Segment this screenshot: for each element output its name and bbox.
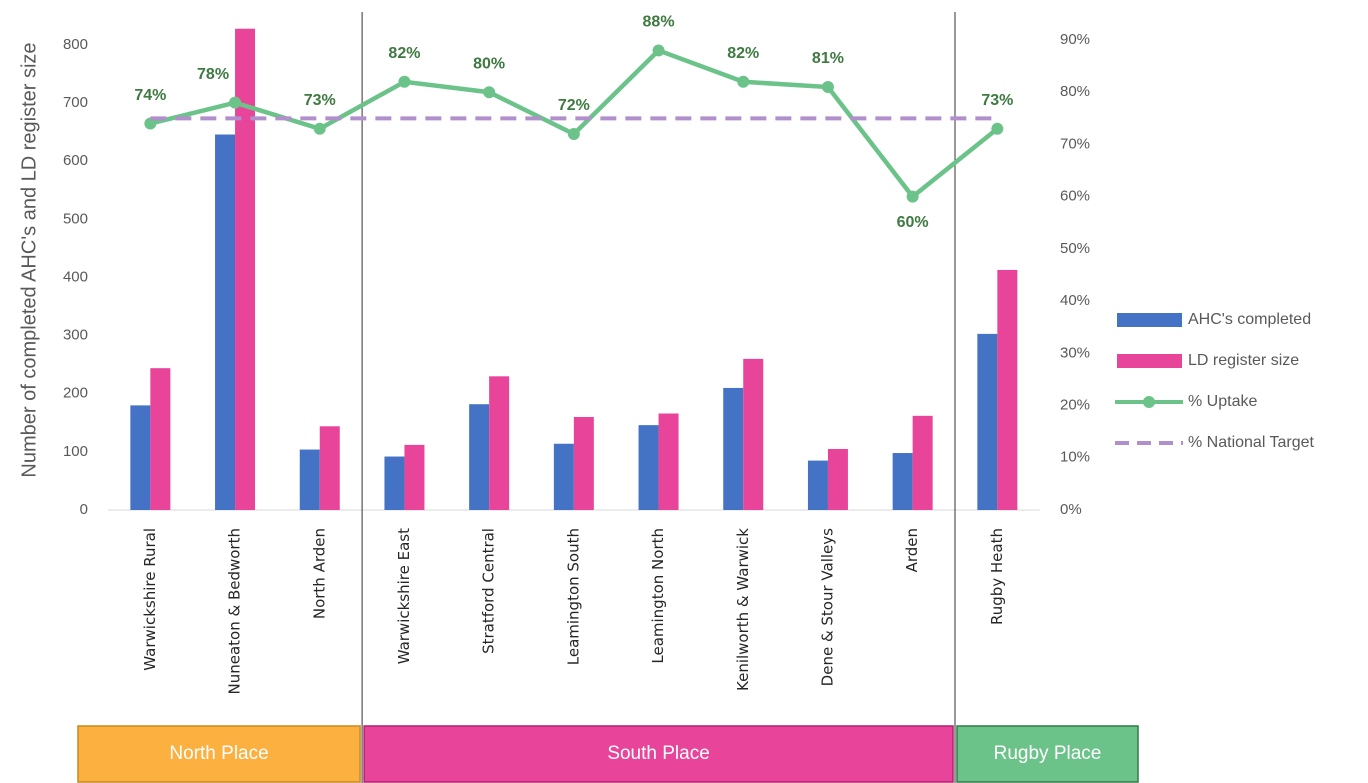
y-tick-label: 700 xyxy=(63,94,88,111)
bar xyxy=(215,134,236,510)
x-tick-label: Nuneaton & Bedworth xyxy=(226,528,244,695)
line-marker xyxy=(991,122,1004,135)
x-tick-label: Leamington North xyxy=(649,528,667,664)
bar xyxy=(977,333,998,510)
x-tick-label: Dene & Stour Valleys xyxy=(818,528,836,686)
data-label: 60% xyxy=(897,214,929,231)
bar xyxy=(130,405,151,510)
x-tick-label: Warwickshire Rural xyxy=(141,528,159,671)
y2-tick-label: 30% xyxy=(1060,344,1090,361)
y-axis-title: Number of completed AHC's and LD registe… xyxy=(18,42,40,477)
bar xyxy=(489,376,510,510)
legend-marker xyxy=(1143,396,1155,408)
bar xyxy=(404,444,425,510)
line-marker xyxy=(737,75,750,88)
y2-tick-label: 50% xyxy=(1060,240,1090,257)
y2-tick-label: 80% xyxy=(1060,83,1090,100)
x-tick-label: Warwickshire East xyxy=(395,528,413,664)
data-label: 82% xyxy=(388,45,420,62)
legend-label: AHC's completed xyxy=(1188,311,1311,328)
bar xyxy=(319,426,340,510)
bar xyxy=(299,449,320,510)
bar xyxy=(384,456,405,510)
bar xyxy=(997,269,1018,510)
data-label: 82% xyxy=(727,45,759,62)
group-label: Rugby Place xyxy=(994,743,1102,764)
bar xyxy=(658,413,679,510)
line-marker xyxy=(821,81,834,93)
line-marker xyxy=(229,96,242,109)
data-label: 73% xyxy=(304,92,336,109)
y-tick-label: 0 xyxy=(80,501,88,518)
y2-tick-label: 10% xyxy=(1060,449,1090,466)
x-tick-label: Rugby Heath xyxy=(988,528,1006,625)
data-label: 73% xyxy=(981,92,1013,109)
legend-swatch xyxy=(1117,354,1182,368)
x-tick-label: Leamington South xyxy=(564,528,582,665)
line-marker xyxy=(483,86,496,99)
group-box xyxy=(363,725,954,783)
bar xyxy=(638,425,659,510)
data-label: 88% xyxy=(643,14,675,31)
bar xyxy=(892,453,913,510)
x-tick-label: Arden xyxy=(903,528,921,572)
y2-tick-label: 90% xyxy=(1060,31,1090,48)
data-label: 78% xyxy=(197,66,229,83)
bar xyxy=(827,448,848,510)
line-marker xyxy=(906,190,919,203)
line-marker xyxy=(144,117,157,130)
bar xyxy=(573,417,594,510)
bar xyxy=(553,443,574,510)
legend-label: LD register size xyxy=(1188,352,1299,369)
line-marker xyxy=(652,44,665,57)
data-label: 72% xyxy=(558,97,590,114)
y-tick-label: 600 xyxy=(63,152,88,169)
y-tick-label: 400 xyxy=(63,268,88,285)
legend-swatch xyxy=(1117,313,1182,327)
line-marker xyxy=(398,75,411,88)
x-tick-label: Kenilworth & Warwick xyxy=(734,528,752,691)
bar xyxy=(807,460,828,510)
y2-tick-label: 0% xyxy=(1060,501,1082,518)
y2-tick-label: 40% xyxy=(1060,292,1090,309)
x-tick-label: North Arden xyxy=(310,528,328,619)
data-label: 74% xyxy=(134,87,166,104)
bar xyxy=(723,387,744,510)
line-series xyxy=(149,47,999,200)
y-tick-label: 200 xyxy=(63,385,88,402)
y-tick-label: 300 xyxy=(63,327,88,344)
line-marker xyxy=(313,122,326,135)
line-marker xyxy=(567,128,580,140)
bar xyxy=(743,358,764,510)
x-tick-label: Stratford Central xyxy=(480,528,498,654)
legend-label: % Uptake xyxy=(1188,393,1257,410)
y-tick-label: 800 xyxy=(63,36,88,53)
group-label: South Place xyxy=(607,743,709,764)
bar xyxy=(469,404,490,510)
bar xyxy=(235,28,256,510)
y2-tick-label: 60% xyxy=(1060,188,1090,205)
group-box xyxy=(956,725,1139,783)
y-tick-label: 500 xyxy=(63,210,88,227)
y2-tick-label: 20% xyxy=(1060,397,1090,414)
bar xyxy=(912,415,933,510)
data-label: 81% xyxy=(812,50,844,67)
data-label: 80% xyxy=(473,55,505,72)
group-label: North Place xyxy=(169,743,268,764)
y-tick-label: 100 xyxy=(63,443,88,460)
group-box xyxy=(77,725,361,783)
legend-label: % National Target xyxy=(1188,434,1315,451)
y2-tick-label: 70% xyxy=(1060,135,1090,152)
bar xyxy=(150,368,171,510)
